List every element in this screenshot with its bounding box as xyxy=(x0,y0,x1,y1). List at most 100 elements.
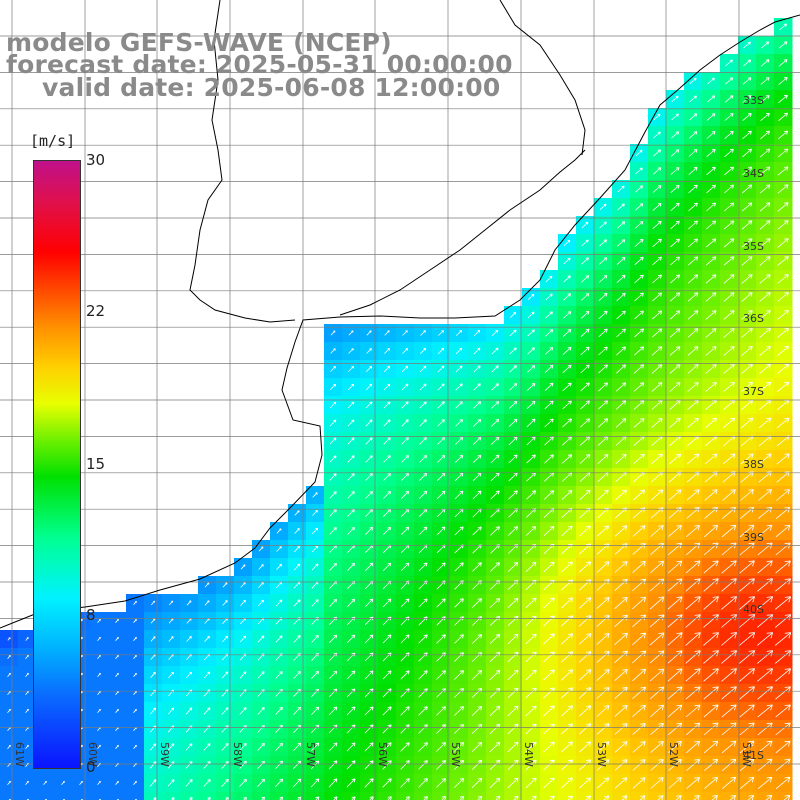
wind-arrow xyxy=(703,668,719,682)
wind-cell xyxy=(558,792,577,800)
wind-arrow xyxy=(633,400,645,410)
wind-arrow xyxy=(525,741,537,753)
wind-arrow xyxy=(400,778,410,788)
wind-arrow xyxy=(509,347,517,355)
wind-arrow xyxy=(329,437,337,445)
wind-arrow xyxy=(311,635,319,643)
wind-arrow xyxy=(597,525,610,537)
wind-arrow xyxy=(455,419,463,427)
wind-arrow xyxy=(778,112,788,122)
wind-arrow xyxy=(258,581,264,588)
colorbar-tick-30: 30 xyxy=(86,151,106,169)
wind-arrow xyxy=(365,473,373,481)
latitude-label: 41S xyxy=(743,749,764,762)
wind-arrow xyxy=(757,704,773,718)
wind-arrow xyxy=(525,705,537,717)
wind-arrow xyxy=(689,77,697,85)
wind-arrow xyxy=(543,561,555,573)
wind-arrow xyxy=(419,365,427,373)
wind-arrow xyxy=(489,651,501,662)
wind-arrow xyxy=(383,437,391,445)
wind-cell xyxy=(612,792,631,800)
wind-cell xyxy=(18,792,37,800)
wind-arrow xyxy=(757,650,774,664)
wind-arrow xyxy=(419,455,427,463)
wind-arrow xyxy=(329,491,337,499)
wind-arrow xyxy=(454,778,465,788)
latitude-labels: 33S 34S 35S 36S 37S 38S 39S 40S 41S xyxy=(743,94,764,762)
wind-arrow xyxy=(723,417,736,429)
wind-arrow xyxy=(579,489,591,500)
wind-arrow xyxy=(650,560,664,574)
wind-arrow xyxy=(596,651,610,663)
wind-arrow xyxy=(614,668,628,681)
wind-arrow xyxy=(616,257,626,265)
wind-arrow xyxy=(543,633,555,645)
wind-arrow xyxy=(346,670,356,680)
wind-arrow xyxy=(775,650,792,664)
wind-arrow xyxy=(328,778,338,788)
border-path xyxy=(189,0,296,323)
wind-arrow xyxy=(561,633,574,645)
wind-arrow xyxy=(632,777,646,789)
wind-arrow xyxy=(778,59,788,67)
wind-cell xyxy=(378,792,397,800)
wind-arrow xyxy=(419,383,427,391)
wind-arrow xyxy=(651,364,663,374)
wind-arrow xyxy=(775,668,791,682)
wind-arrow xyxy=(419,401,427,409)
wind-arrow xyxy=(581,275,590,283)
wind-arrow xyxy=(275,689,283,697)
wind-arrow xyxy=(25,780,29,786)
wind-arrow xyxy=(365,401,373,409)
wind-arrow xyxy=(473,383,481,391)
wind-arrow xyxy=(776,381,790,393)
wind-arrow xyxy=(688,131,698,139)
wind-arrow xyxy=(721,632,737,646)
wind-arrow xyxy=(740,453,754,465)
wind-arrow xyxy=(275,635,283,643)
wind-arrow xyxy=(722,453,736,465)
wind-arrow xyxy=(401,383,409,391)
wind-arrow xyxy=(614,759,628,771)
wind-arrow xyxy=(347,437,355,445)
wind-arrow xyxy=(651,382,663,392)
wind-arrow xyxy=(689,95,697,103)
wind-arrow xyxy=(614,777,628,789)
wind-arrow xyxy=(581,257,589,265)
wind-arrow xyxy=(739,560,755,574)
wind-arrow xyxy=(578,705,592,717)
wind-arrow xyxy=(685,668,701,682)
wind-arrow xyxy=(543,777,555,789)
wind-arrow xyxy=(364,634,374,644)
wind-arrow xyxy=(329,509,337,517)
wind-arrow xyxy=(294,545,300,553)
wind-arrow xyxy=(777,328,789,338)
wind-cell xyxy=(486,792,505,800)
wind-arrow xyxy=(221,671,229,679)
wind-arrow xyxy=(7,637,11,641)
wind-arrow xyxy=(545,293,553,301)
wind-arrow xyxy=(721,524,737,538)
wind-arrow xyxy=(667,578,683,592)
wind-arrow xyxy=(455,383,463,391)
wind-arrow xyxy=(596,759,610,771)
latitude-label: 36S xyxy=(743,312,764,325)
wind-arrow xyxy=(240,564,246,570)
wind-arrow xyxy=(562,418,572,428)
wind-arrow xyxy=(275,599,283,607)
wind-arrow xyxy=(704,777,718,789)
wind-arrow xyxy=(543,525,555,536)
wind-arrow xyxy=(634,256,644,266)
wind-arrow xyxy=(776,489,790,501)
wind-arrow xyxy=(597,489,609,501)
wind-arrow xyxy=(365,437,373,445)
wind-cell xyxy=(342,792,361,800)
wind-arrow xyxy=(454,526,464,536)
wind-arrow xyxy=(526,400,536,409)
wind-arrow xyxy=(311,688,319,698)
wind-arrow xyxy=(634,238,644,247)
wind-arrow xyxy=(347,598,356,608)
wind-arrow xyxy=(347,401,355,409)
wind-arrow xyxy=(721,740,737,754)
